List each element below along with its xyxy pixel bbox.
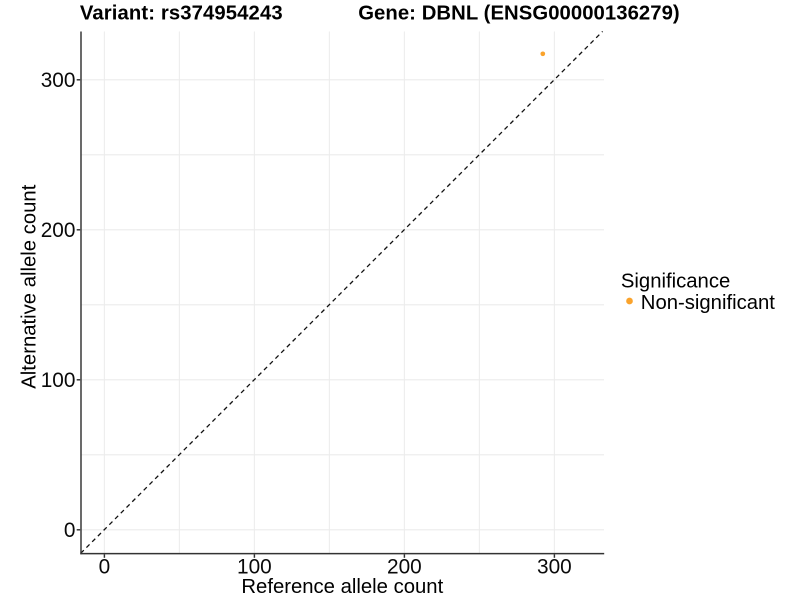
svg-text:Alternative allele count: Alternative allele count [18,184,40,388]
svg-text:Variant: rs374954243: Variant: rs374954243 [80,3,283,25]
svg-text:Reference allele count: Reference allele count [241,576,443,598]
svg-text:300: 300 [537,556,572,579]
svg-text:0: 0 [99,556,111,579]
svg-text:200: 200 [41,219,76,242]
svg-text:100: 100 [237,556,272,579]
svg-text:Gene: DBNL (ENSG00000136279): Gene: DBNL (ENSG00000136279) [358,3,680,25]
svg-text:Non-significant: Non-significant [641,292,776,314]
svg-text:300: 300 [41,69,76,92]
svg-text:100: 100 [41,369,76,392]
svg-text:Significance: Significance [621,270,730,292]
svg-text:0: 0 [64,519,76,542]
svg-text:200: 200 [387,556,422,579]
